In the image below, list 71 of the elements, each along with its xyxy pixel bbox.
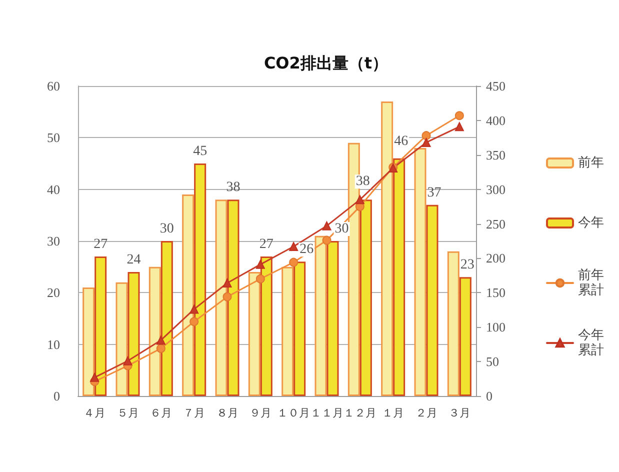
point [90, 372, 100, 382]
y2-tick-label: 50 [486, 354, 499, 370]
point [422, 138, 431, 147]
y2-tick-label: 450 [486, 78, 506, 94]
chart-title: CO2排出量（t） [264, 54, 388, 72]
x-tick-label: １０月 [277, 408, 310, 420]
point [222, 292, 232, 302]
data-label: 24 [126, 252, 141, 268]
point [256, 274, 265, 284]
y2-tick-label: 300 [486, 182, 506, 197]
point [156, 344, 166, 353]
point [222, 278, 232, 288]
x-tick-label: ８月 [216, 408, 238, 420]
y2-tick-label: 200 [486, 250, 506, 266]
bar [447, 251, 460, 396]
bar [294, 262, 306, 396]
data-label: 30 [160, 222, 174, 236]
x-tick-label: ３月 [448, 408, 470, 420]
point [289, 242, 298, 252]
x-tick-label: １１月 [310, 408, 344, 420]
bar [82, 288, 95, 396]
x-tick-label: ２月 [415, 408, 438, 420]
bar [459, 277, 472, 396]
y2-tick-label: 250 [486, 216, 506, 232]
x-tick-label: ５月 [116, 408, 139, 420]
data-label: 26 [300, 242, 314, 258]
bar [426, 204, 438, 396]
point [190, 317, 199, 326]
y-tick-label: 0 [54, 388, 60, 404]
y-tick-label: 10 [47, 336, 60, 352]
x-tick-label: １月 [382, 408, 404, 420]
x-tick-label: ６月 [150, 408, 172, 420]
y2-tick-label: 150 [486, 285, 506, 300]
legend-label: 今年 [578, 216, 604, 230]
legend-label: 今年累計 [578, 328, 604, 358]
bar [326, 241, 339, 396]
data-label: 38 [356, 174, 370, 190]
y2-tick-label: 100 [486, 320, 506, 335]
data-label: 37 [427, 185, 442, 200]
x-tick-label: １２月 [343, 408, 376, 420]
point [454, 122, 464, 132]
data-label: 45 [193, 144, 208, 159]
y-tick-label: 60 [47, 78, 60, 94]
x-tick-label: ７月 [183, 408, 206, 420]
point [355, 195, 364, 204]
y2-tick-label: 400 [486, 112, 506, 128]
y2-tick-label: 350 [486, 147, 506, 162]
y-tick-label: 40 [47, 182, 60, 197]
data-label: 38 [226, 180, 240, 196]
y-tick-label: 30 [47, 234, 60, 248]
point [322, 236, 332, 245]
data-label: 23 [460, 258, 474, 273]
point [422, 131, 431, 140]
data-label: 46 [394, 134, 408, 149]
point [322, 221, 332, 230]
point [256, 260, 265, 269]
y2-tick-label: 0 [486, 388, 492, 404]
x-tick-label: ４月 [84, 408, 106, 420]
point [123, 356, 132, 366]
legend-label: 前年累計 [578, 268, 604, 298]
y-tick-label: 50 [47, 130, 60, 146]
data-label: 27 [94, 237, 108, 252]
point [156, 336, 166, 345]
y-tick-label: 20 [47, 285, 60, 300]
point [190, 304, 199, 314]
point [289, 258, 298, 267]
data-label: 30 [334, 222, 349, 236]
data-label: 27 [259, 237, 274, 252]
legend-label: 前年 [578, 156, 604, 170]
x-tick-label: ９月 [249, 408, 272, 420]
point [454, 111, 464, 120]
